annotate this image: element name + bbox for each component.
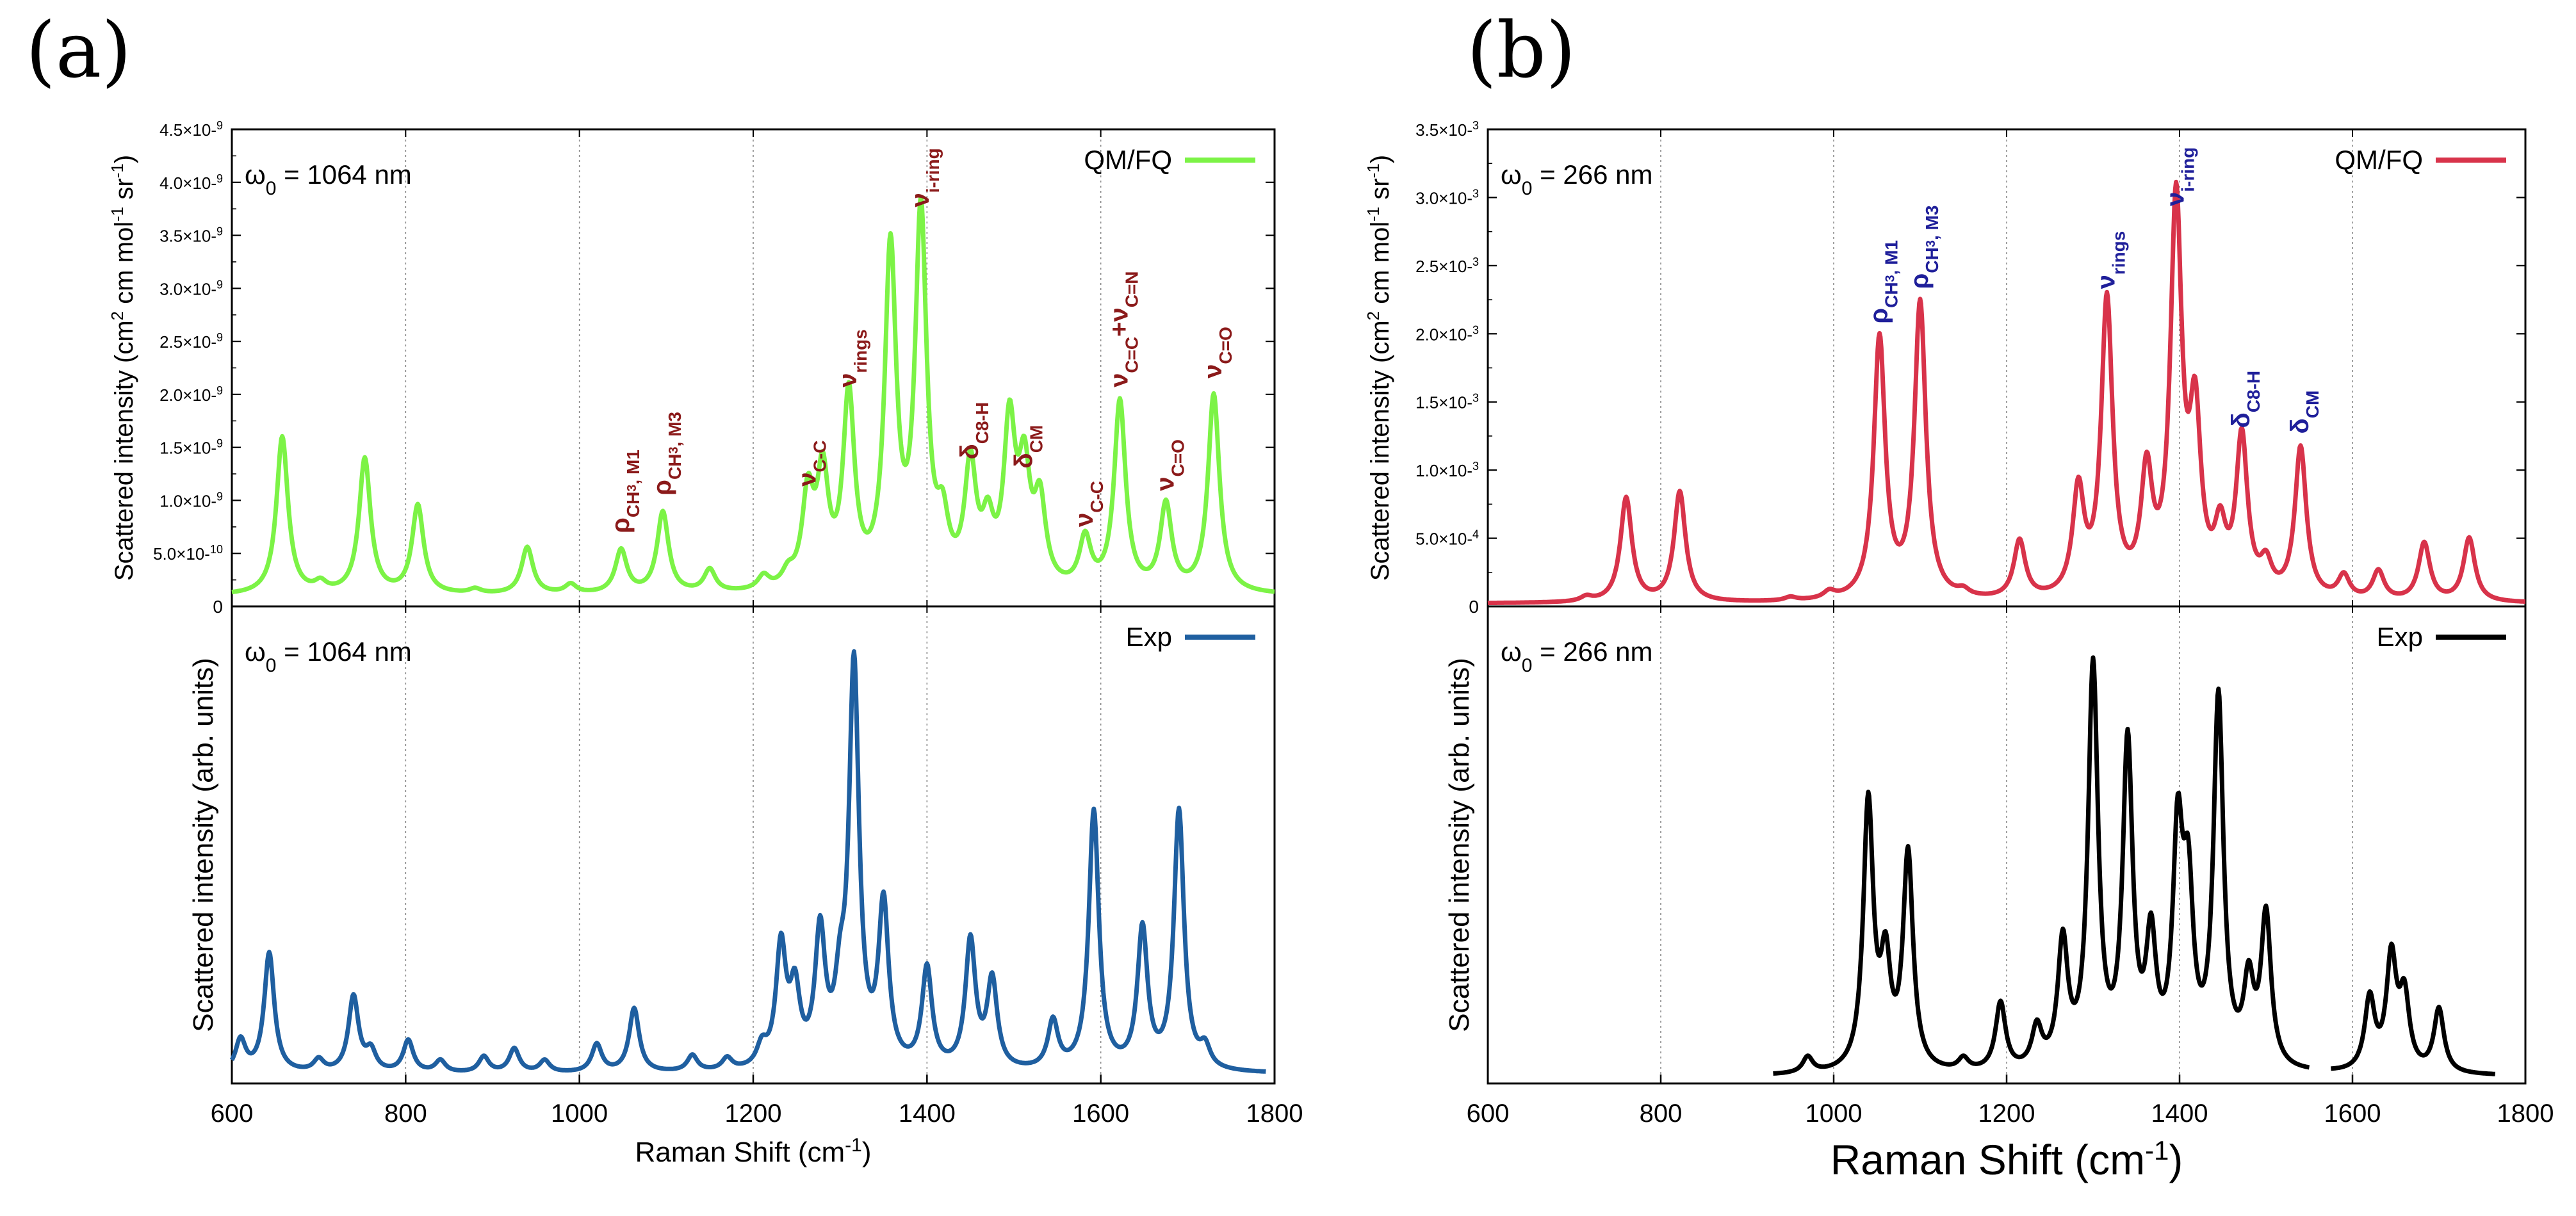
top-legend-label: QM/FQ [2335,145,2423,175]
bottom-wavelength-label: ω0 = 1064 nm [245,636,412,676]
y-tick-label: 2.5×10-9 [159,331,223,352]
y-tick-label: 2.0×10-9 [159,384,223,405]
y-tick-label: 1.0×10-3 [1415,460,1479,480]
x-tick-label: 1400 [899,1099,956,1128]
x-tick-label: 600 [211,1099,254,1128]
y-axis-label-bottom: Scattered intensity (arb. units) [188,658,219,1032]
peak-annotation: νC-C [793,441,829,487]
bottom-legend-label: Exp [1126,622,1172,652]
y-tick-label: 3.5×10-9 [159,225,223,246]
y-tick-label: 3.0×10-3 [1415,187,1479,207]
peak-annotation: δC8-H [956,402,992,460]
peak-annotation: δCM [2286,391,2322,434]
y-tick-label: 0 [213,597,223,617]
x-axis-label: Raman Shift (cm-1) [1830,1135,2183,1184]
y-tick-label: 1.0×10-9 [159,490,223,510]
peak-annotation: νrings [2092,231,2129,289]
exp-spectrum-line [229,649,1268,1074]
peak-annotation: νC-C [1070,481,1107,527]
peak-annotation: νC=C+νC=N [1105,271,1142,387]
panel-b: (b) 600 800 1000 1200 1400 1600 1800 Raman Shift… [1364,6,2554,1183]
exp-spectrum-line [1772,655,2311,1076]
y-axis-label-top: Scattered intensity (cm2 cm mol-1 sr-1) [108,155,138,581]
y-tick-label: 1.5×10-9 [159,437,223,458]
y-tick-label: 4.0×10-9 [159,172,223,193]
top-wavelength-label: ω0 = 266 nm [1501,159,1652,199]
peak-annotation: ρCH3, M1 [607,450,643,533]
peak-annotation: νC=O [1199,327,1235,378]
y-tick-label: 2.0×10-3 [1415,323,1479,344]
y-tick-label: 3.5×10-3 [1415,119,1479,140]
panel-letter: (b) [1467,6,1576,95]
qmfq-spectrum-line [230,194,1276,595]
x-tick-label: 1600 [2324,1099,2381,1128]
y-tick-label: 5.0×10-10 [153,543,223,563]
peak-annotation: ρCH3, M3 [648,412,685,496]
x-tick-label: 600 [1467,1099,1510,1128]
peak-annotation: νC=O [1151,439,1187,491]
y-tick-label: 4.5×10-9 [159,119,223,140]
x-tick-label: 800 [384,1099,427,1128]
qmfq-spectrum-line [1486,179,2527,606]
bottom-legend-label: Exp [2377,622,2423,652]
peak-annotation: ρCH3, M1 [1865,240,1902,324]
exp-spectrum-line [2329,941,2497,1076]
x-tick-label: 1800 [2497,1099,2554,1128]
x-tick-label: 1200 [1978,1099,2035,1128]
peak-annotation: νrings [834,329,870,387]
x-tick-label: 1800 [1246,1099,1303,1128]
x-tick-label: 1200 [725,1099,782,1128]
x-tick-label: 800 [1640,1099,1683,1128]
y-tick-label: 1.5×10-3 [1415,392,1479,412]
panel-letter: (a) [26,6,131,95]
y-tick-label: 2.5×10-3 [1415,255,1479,276]
peak-annotation: ρCH3, M3 [1905,206,1942,289]
y-tick-label: 3.0×10-9 [159,278,223,298]
y-axis-label-top: Scattered intensity (cm2 cm mol-1 sr-1) [1364,155,1394,581]
top-legend-label: QM/FQ [1084,145,1172,175]
panel-a: (a) 600 800 1000 1200 1400 1600 1800 Raman Shift… [26,6,1303,1168]
top-wavelength-label: ω0 = 1064 nm [245,159,412,199]
y-tick-label: 5.0×10-4 [1415,528,1479,549]
x-tick-label: 1600 [1072,1099,1129,1128]
y-axis-label-bottom: Scattered intensity (arb. units) [1444,658,1475,1032]
x-tick-label: 1400 [2151,1099,2208,1128]
x-axis-label: Raman Shift (cm-1) [635,1135,872,1169]
x-tick-label: 1000 [551,1099,608,1128]
peak-annotation: νi-ring [2162,147,2198,206]
peak-annotation: δC8-H [2227,371,2263,428]
y-tick-label: 0 [1469,597,1479,617]
x-tick-label: 1000 [1806,1099,1863,1128]
peak-annotation: νi-ring [906,148,943,207]
bottom-wavelength-label: ω0 = 266 nm [1501,636,1652,676]
peak-annotation: δCM [1009,425,1046,469]
